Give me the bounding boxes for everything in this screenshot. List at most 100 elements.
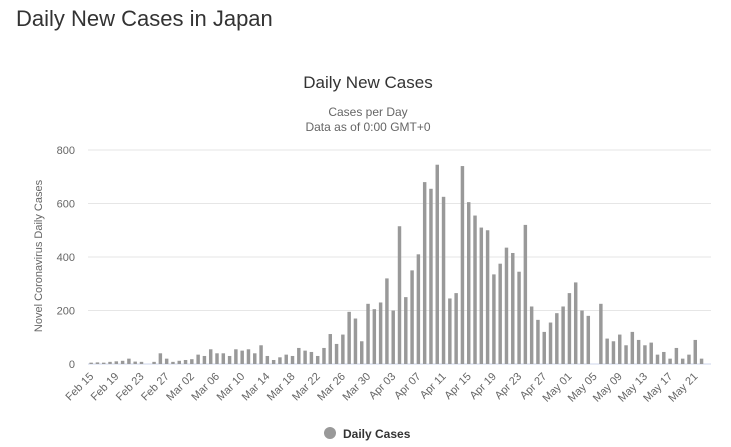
bar-mar-03[interactable] — [196, 354, 200, 364]
bar-may-02[interactable] — [573, 282, 578, 364]
bar-may-11[interactable] — [630, 331, 635, 364]
bar-may-22[interactable] — [699, 358, 704, 364]
bar-apr-25[interactable] — [529, 306, 534, 364]
bar-apr-20[interactable] — [498, 263, 502, 364]
bar-feb-16[interactable] — [95, 362, 100, 364]
bar-feb-19[interactable] — [114, 361, 119, 364]
bar-may-10[interactable] — [624, 345, 628, 364]
bar-may-15[interactable] — [655, 354, 660, 364]
bar-mar-20[interactable] — [303, 350, 307, 364]
bar-may-16[interactable] — [662, 351, 666, 364]
bar-apr-22[interactable] — [511, 252, 515, 364]
bar-mar-01[interactable] — [183, 359, 188, 364]
bar-mar-16[interactable] — [278, 357, 282, 364]
bar-mar-23[interactable] — [322, 347, 326, 364]
bar-mar-13[interactable] — [259, 345, 263, 364]
bar-apr-09[interactable] — [429, 188, 433, 364]
bar-mar-14[interactable] — [265, 355, 270, 364]
bar-mar-09[interactable] — [234, 349, 238, 364]
bar-mar-26[interactable] — [341, 334, 345, 364]
bar-apr-17[interactable] — [479, 227, 484, 364]
bar-feb-27[interactable] — [164, 358, 169, 364]
bar-feb-22[interactable] — [133, 361, 137, 364]
bar-apr-28[interactable] — [548, 322, 553, 364]
bar-mar-17[interactable] — [284, 354, 288, 364]
bar-apr-11[interactable] — [441, 196, 446, 364]
bar-apr-13[interactable] — [454, 293, 458, 364]
bar-feb-26[interactable] — [158, 353, 163, 364]
bar-mar-21[interactable] — [309, 351, 314, 364]
bar-feb-15[interactable] — [89, 362, 93, 364]
bar-mar-29[interactable] — [360, 341, 364, 364]
bar-apr-24[interactable] — [523, 224, 528, 364]
bar-feb-17[interactable] — [102, 362, 106, 364]
bar-apr-02[interactable] — [385, 278, 389, 364]
bar-may-07[interactable] — [605, 338, 609, 364]
bar-may-12[interactable] — [636, 339, 641, 364]
bar-feb-23[interactable] — [139, 361, 144, 364]
bar-may-03[interactable] — [580, 310, 584, 365]
bar-mar-11[interactable] — [246, 349, 251, 364]
bar-apr-26[interactable] — [536, 319, 540, 364]
bar-mar-12[interactable] — [253, 353, 257, 364]
bar-feb-29[interactable] — [177, 360, 181, 364]
bar-feb-20[interactable] — [120, 360, 125, 364]
bar-mar-19[interactable] — [297, 347, 301, 364]
bar-apr-03[interactable] — [391, 310, 395, 365]
bar-apr-19[interactable] — [492, 274, 496, 364]
bar-apr-23[interactable] — [517, 271, 521, 364]
bar-mar-04[interactable] — [202, 355, 207, 364]
bar-mar-27[interactable] — [347, 311, 351, 364]
bar-apr-08[interactable] — [422, 182, 427, 364]
bar-may-14[interactable] — [649, 342, 653, 364]
bar-apr-01[interactable] — [378, 302, 383, 364]
bar-apr-18[interactable] — [485, 230, 490, 364]
bar-mar-31[interactable] — [372, 309, 377, 364]
bar-feb-28[interactable] — [171, 361, 175, 364]
bar-apr-30[interactable] — [561, 306, 565, 364]
bar-mar-05[interactable] — [208, 349, 213, 364]
bar-apr-04[interactable] — [397, 226, 402, 364]
bar-may-06[interactable] — [599, 303, 603, 364]
bar-apr-06[interactable] — [410, 270, 414, 364]
bar-mar-25[interactable] — [334, 343, 339, 364]
bar-apr-15[interactable] — [466, 202, 471, 364]
bar-mar-24[interactable] — [328, 334, 333, 364]
bar-apr-07[interactable] — [416, 254, 421, 364]
bar-may-17[interactable] — [668, 358, 672, 364]
bar-apr-29[interactable] — [555, 313, 559, 364]
bar-may-13[interactable] — [643, 345, 647, 364]
bar-may-18[interactable] — [674, 347, 679, 364]
bar-may-19[interactable] — [680, 358, 685, 364]
bar-may-20[interactable] — [687, 354, 691, 364]
bar-mar-08[interactable] — [227, 355, 232, 364]
bar-apr-16[interactable] — [473, 215, 477, 364]
bar-apr-27[interactable] — [542, 331, 546, 364]
bar-mar-30[interactable] — [366, 303, 370, 364]
bar-apr-10[interactable] — [435, 164, 439, 364]
bar-apr-14[interactable] — [460, 166, 465, 364]
x-tick-label: Apr 15 — [442, 371, 473, 402]
legend[interactable]: Daily Cases — [324, 427, 411, 441]
bar-apr-05[interactable] — [404, 297, 408, 364]
bar-mar-28[interactable] — [353, 318, 358, 364]
bar-feb-21[interactable] — [127, 358, 131, 364]
bar-mar-18[interactable] — [290, 355, 295, 364]
bar-may-04[interactable] — [586, 315, 591, 364]
bar-mar-06[interactable] — [215, 353, 219, 364]
bar-feb-18[interactable] — [108, 361, 112, 364]
bar-mar-22[interactable] — [315, 355, 320, 364]
bar-may-01[interactable] — [567, 293, 572, 364]
bar-may-21[interactable] — [693, 339, 697, 364]
bar-may-09[interactable] — [618, 334, 622, 364]
bar-mar-07[interactable] — [221, 353, 226, 364]
bar-apr-12[interactable] — [448, 298, 452, 364]
bar-apr-21[interactable] — [504, 247, 509, 364]
bar-mar-02[interactable] — [190, 359, 194, 364]
bar-mar-15[interactable] — [271, 359, 276, 364]
bar-mar-10[interactable] — [240, 350, 244, 364]
bar-may-08[interactable] — [611, 341, 616, 364]
bar-feb-25[interactable] — [152, 361, 156, 364]
